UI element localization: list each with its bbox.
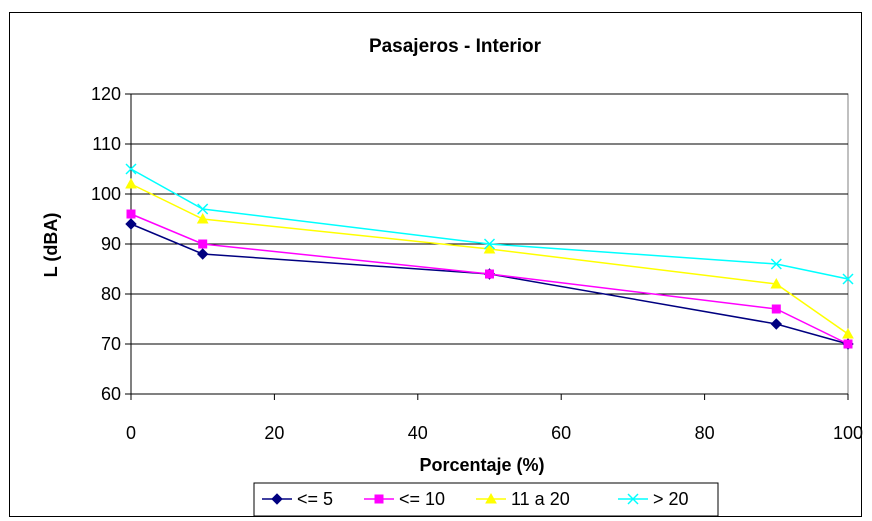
legend: <= 5 <= 10 11 a 20 > 20 bbox=[253, 482, 719, 517]
data-point bbox=[197, 203, 209, 215]
data-point bbox=[125, 163, 137, 175]
data-point bbox=[126, 209, 136, 219]
y-tick-label: 70 bbox=[101, 334, 121, 354]
legend-label: <= 5 bbox=[297, 489, 333, 509]
legend-marker bbox=[627, 493, 639, 505]
legend-label: 11 a 20 bbox=[511, 489, 570, 509]
data-point bbox=[196, 212, 209, 224]
marker-x-stroke bbox=[842, 273, 854, 285]
x-tick-label: 80 bbox=[695, 423, 715, 443]
marker-x-stroke bbox=[197, 203, 209, 215]
data-point bbox=[196, 248, 209, 260]
x-tick-label: 20 bbox=[264, 423, 284, 443]
data-point bbox=[842, 273, 854, 285]
y-tick-label: 60 bbox=[101, 384, 121, 404]
data-point bbox=[125, 218, 137, 230]
data-point bbox=[770, 258, 782, 270]
legend-label: <= 10 bbox=[399, 489, 445, 509]
x-tick-label: 60 bbox=[551, 423, 571, 443]
marker-x-stroke bbox=[770, 258, 782, 270]
data-point bbox=[770, 277, 783, 289]
series-3 bbox=[125, 177, 854, 339]
legend-label: > 20 bbox=[653, 489, 689, 509]
x-tick-label: 100 bbox=[833, 423, 863, 443]
y-tick-label: 100 bbox=[91, 184, 121, 204]
legend-item-2: <= 10 bbox=[364, 489, 445, 509]
legend-marker bbox=[374, 494, 384, 504]
legend-marker bbox=[485, 492, 497, 504]
legend-marker bbox=[271, 493, 283, 505]
x-axis-title: Porcentaje (%) bbox=[419, 455, 544, 475]
data-point bbox=[198, 239, 208, 249]
data-point bbox=[843, 339, 853, 349]
data-point bbox=[842, 327, 854, 339]
x-tick-label: 0 bbox=[126, 423, 136, 443]
series-lines bbox=[125, 163, 854, 350]
y-tick-label: 80 bbox=[101, 284, 121, 304]
y-tick-label: 90 bbox=[101, 234, 121, 254]
y-tick-label: 120 bbox=[91, 84, 121, 104]
data-point bbox=[771, 304, 781, 314]
y-axis-title: L (dBA) bbox=[41, 213, 61, 278]
series-2 bbox=[126, 209, 853, 349]
data-point bbox=[483, 242, 496, 254]
axes: 60 70 80 90 100 110 120 0 20 40 60 80 100 bbox=[91, 84, 863, 443]
legend-item-1: <= 5 bbox=[262, 489, 333, 509]
data-point bbox=[483, 238, 496, 250]
marker-x-stroke bbox=[125, 163, 137, 175]
series-4 bbox=[125, 163, 854, 285]
data-point bbox=[770, 318, 783, 330]
legend-item-4: > 20 bbox=[618, 489, 689, 509]
data-point bbox=[485, 269, 494, 279]
y-tick-label: 110 bbox=[92, 134, 121, 154]
x-tick-label: 40 bbox=[408, 423, 428, 443]
marker-x-stroke bbox=[627, 493, 639, 505]
legend-item-3: 11 a 20 bbox=[476, 489, 570, 509]
data-point bbox=[125, 177, 137, 189]
marker-x-stroke bbox=[483, 238, 496, 250]
chart-title: Pasajeros - Interior bbox=[369, 36, 542, 57]
